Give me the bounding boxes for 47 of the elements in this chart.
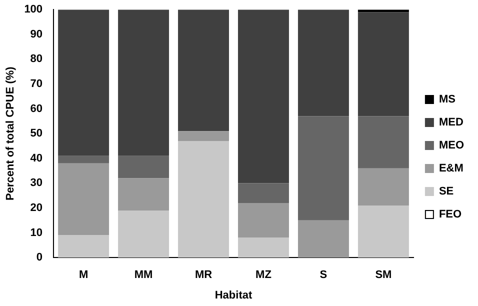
y-axis-title: Percent of total CPUE (%) (4, 66, 17, 201)
y-tick-label: 50 (30, 128, 43, 140)
bar (238, 238, 289, 258)
y-tick-label: 40 (30, 152, 43, 164)
y-tick-label: 100 (24, 4, 43, 16)
bar (118, 10, 170, 156)
bar (178, 131, 229, 142)
x-tick-label: MZ (256, 269, 272, 282)
legend-label: MEO (438, 140, 464, 152)
y-tick-label: 90 (30, 28, 43, 40)
bar (298, 10, 349, 116)
y-tick-label: 0 (36, 252, 43, 264)
y-tick-label: 30 (30, 177, 43, 190)
bar (118, 156, 170, 178)
x-axis-title: Habitat (214, 289, 252, 302)
bar (358, 12, 409, 116)
bar (118, 178, 170, 210)
bar (118, 210, 170, 258)
bar (58, 156, 110, 164)
bar (238, 203, 289, 238)
x-tick-label: MR (194, 269, 212, 282)
bar (58, 163, 110, 236)
legend-label: SE (438, 186, 454, 198)
y-tick-label: 10 (30, 226, 43, 239)
legend-label: FEO (438, 208, 462, 221)
legend-label: E&M (438, 162, 464, 175)
y-tick-label: 20 (30, 202, 43, 214)
bar (238, 10, 289, 184)
y-tick-label: 60 (30, 102, 43, 115)
legend-label: MS (438, 94, 456, 106)
y-tick-label: 70 (30, 78, 43, 90)
bar (358, 168, 409, 206)
bar (58, 10, 110, 156)
bar (298, 220, 349, 258)
bar (178, 141, 229, 258)
x-tick-label: MM (134, 269, 153, 282)
bar (58, 235, 110, 258)
legend-label: MED (438, 116, 464, 129)
bar (238, 183, 289, 204)
y-tick-label: 80 (30, 53, 43, 66)
bar (358, 116, 409, 168)
x-tick-label: S (320, 269, 328, 282)
bar (358, 206, 409, 258)
bar (298, 116, 349, 220)
x-tick-label: SM (375, 269, 392, 282)
x-tick-label: M (78, 269, 88, 282)
bar (178, 10, 229, 132)
